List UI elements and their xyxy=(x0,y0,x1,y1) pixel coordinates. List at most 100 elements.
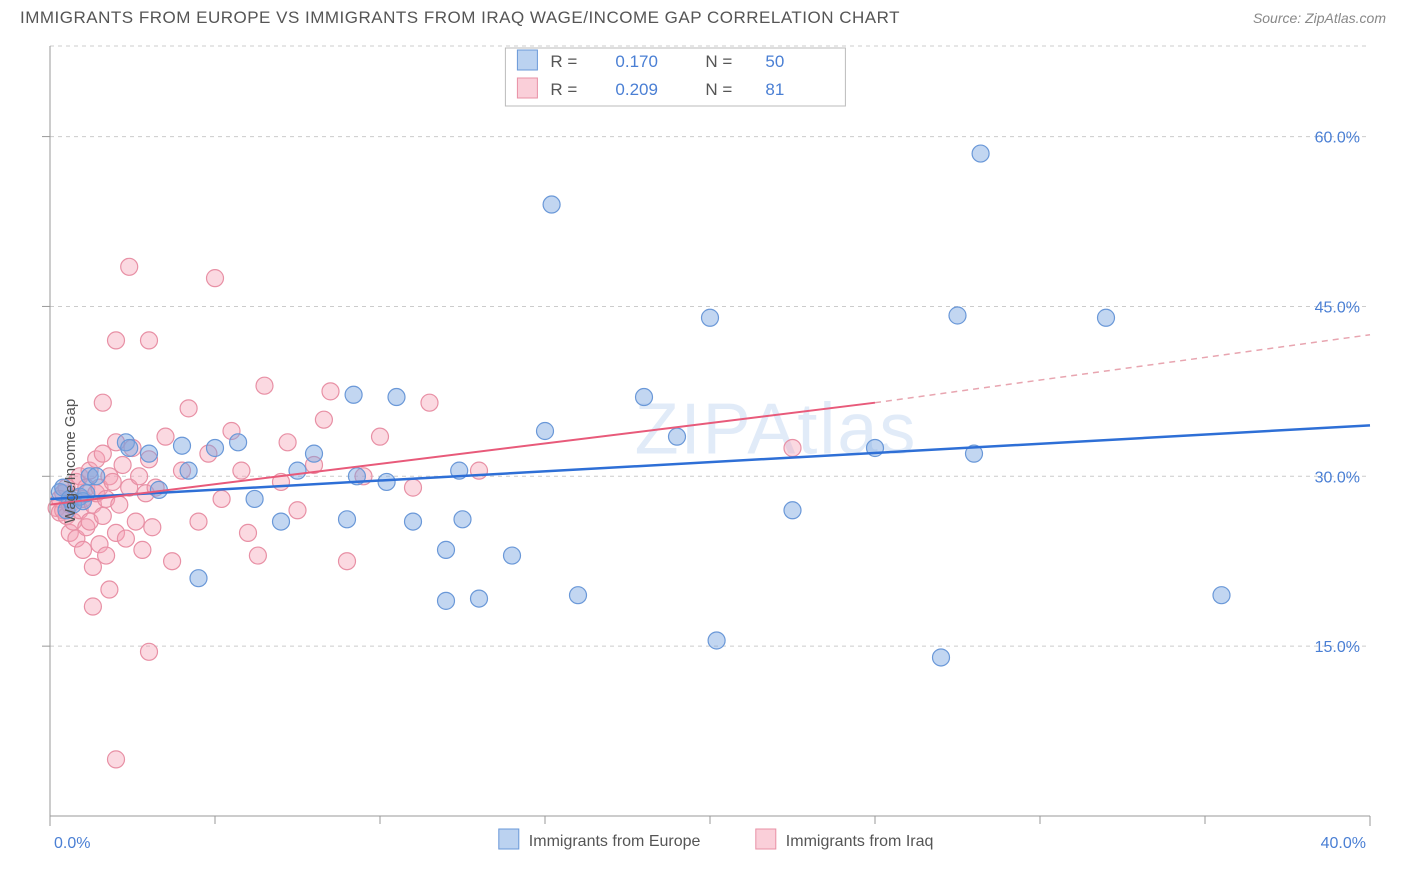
legend-n-label: N = xyxy=(705,52,732,71)
data-point-europe xyxy=(669,428,686,445)
data-point-iraq xyxy=(108,751,125,768)
data-point-europe xyxy=(1213,587,1230,604)
data-point-iraq xyxy=(141,332,158,349)
legend-r-label: R = xyxy=(550,80,577,99)
data-point-europe xyxy=(190,570,207,587)
data-point-iraq xyxy=(190,513,207,530)
data-point-europe xyxy=(121,439,138,456)
data-point-iraq xyxy=(121,258,138,275)
data-point-europe xyxy=(543,196,560,213)
data-point-iraq xyxy=(213,490,230,507)
data-point-iraq xyxy=(134,541,151,558)
data-point-iraq xyxy=(421,394,438,411)
data-point-europe xyxy=(174,437,191,454)
data-point-iraq xyxy=(101,581,118,598)
legend-n-label: N = xyxy=(705,80,732,99)
data-point-europe xyxy=(378,473,395,490)
data-point-europe xyxy=(949,307,966,324)
data-point-iraq xyxy=(127,513,144,530)
data-point-iraq xyxy=(233,462,250,479)
data-point-iraq xyxy=(117,530,134,547)
data-point-europe xyxy=(345,386,362,403)
data-point-iraq xyxy=(98,547,115,564)
data-point-iraq xyxy=(157,428,174,445)
trend-line-iraq-extrapolated xyxy=(875,335,1370,403)
data-point-europe xyxy=(972,145,989,162)
data-point-iraq xyxy=(84,598,101,615)
data-point-europe xyxy=(933,649,950,666)
data-point-iraq xyxy=(339,553,356,570)
legend-swatch xyxy=(756,829,776,849)
data-point-europe xyxy=(230,434,247,451)
data-point-iraq xyxy=(372,428,389,445)
data-point-iraq xyxy=(131,468,148,485)
legend-n-value: 50 xyxy=(765,52,784,71)
data-point-europe xyxy=(289,462,306,479)
legend-n-value: 81 xyxy=(765,80,784,99)
data-point-europe xyxy=(537,423,554,440)
y-tick-label: 45.0% xyxy=(1315,299,1360,316)
source-name: ZipAtlas.com xyxy=(1305,10,1386,26)
y-tick-label: 15.0% xyxy=(1315,639,1360,656)
data-point-europe xyxy=(388,389,405,406)
legend-swatch xyxy=(517,50,537,70)
chart-container: Wage/Income Gap ZIPAtlas0.0%40.0%15.0%30… xyxy=(0,36,1406,886)
source-attribution: Source: ZipAtlas.com xyxy=(1253,10,1386,26)
data-point-europe xyxy=(141,445,158,462)
data-point-europe xyxy=(438,592,455,609)
data-point-iraq xyxy=(141,643,158,660)
data-point-europe xyxy=(306,445,323,462)
legend-r-value: 0.209 xyxy=(615,80,658,99)
data-point-iraq xyxy=(111,496,128,513)
data-point-iraq xyxy=(256,377,273,394)
data-point-iraq xyxy=(164,553,181,570)
data-point-europe xyxy=(88,468,105,485)
legend-r-value: 0.170 xyxy=(615,52,658,71)
data-point-iraq xyxy=(108,332,125,349)
y-tick-label: 30.0% xyxy=(1315,469,1360,486)
x-tick-label: 0.0% xyxy=(54,835,90,852)
data-point-europe xyxy=(471,590,488,607)
data-point-iraq xyxy=(249,547,266,564)
data-point-iraq xyxy=(240,524,257,541)
data-point-europe xyxy=(207,439,224,456)
data-point-europe xyxy=(454,511,471,528)
data-point-iraq xyxy=(94,507,111,524)
scatter-chart: ZIPAtlas0.0%40.0%15.0%30.0%45.0%60.0%R =… xyxy=(0,36,1406,886)
x-tick-label: 40.0% xyxy=(1321,835,1366,852)
data-point-europe xyxy=(784,502,801,519)
data-point-europe xyxy=(273,513,290,530)
chart-title: IMMIGRANTS FROM EUROPE VS IMMIGRANTS FRO… xyxy=(20,8,900,28)
data-point-iraq xyxy=(114,456,131,473)
y-axis-label: Wage/Income Gap xyxy=(62,399,79,524)
data-point-iraq xyxy=(784,439,801,456)
data-point-europe xyxy=(1098,309,1115,326)
data-point-europe xyxy=(504,547,521,564)
legend-series-label: Immigrants from Iraq xyxy=(786,833,934,850)
data-point-europe xyxy=(636,389,653,406)
data-point-europe xyxy=(405,513,422,530)
y-tick-label: 60.0% xyxy=(1315,130,1360,147)
data-point-europe xyxy=(708,632,725,649)
legend-swatch xyxy=(499,829,519,849)
data-point-iraq xyxy=(279,434,296,451)
data-point-europe xyxy=(339,511,356,528)
data-point-europe xyxy=(702,309,719,326)
data-point-iraq xyxy=(104,473,121,490)
data-point-iraq xyxy=(144,519,161,536)
data-point-iraq xyxy=(75,541,92,558)
legend-swatch xyxy=(517,78,537,98)
data-point-europe xyxy=(570,587,587,604)
data-point-iraq xyxy=(315,411,332,428)
legend-r-label: R = xyxy=(550,52,577,71)
data-point-europe xyxy=(180,462,197,479)
data-point-iraq xyxy=(94,394,111,411)
data-point-iraq xyxy=(405,479,422,496)
data-point-iraq xyxy=(289,502,306,519)
header: IMMIGRANTS FROM EUROPE VS IMMIGRANTS FRO… xyxy=(0,0,1406,36)
source-prefix: Source: xyxy=(1253,10,1305,26)
data-point-iraq xyxy=(322,383,339,400)
legend-series-label: Immigrants from Europe xyxy=(529,833,701,850)
data-point-iraq xyxy=(180,400,197,417)
data-point-europe xyxy=(438,541,455,558)
